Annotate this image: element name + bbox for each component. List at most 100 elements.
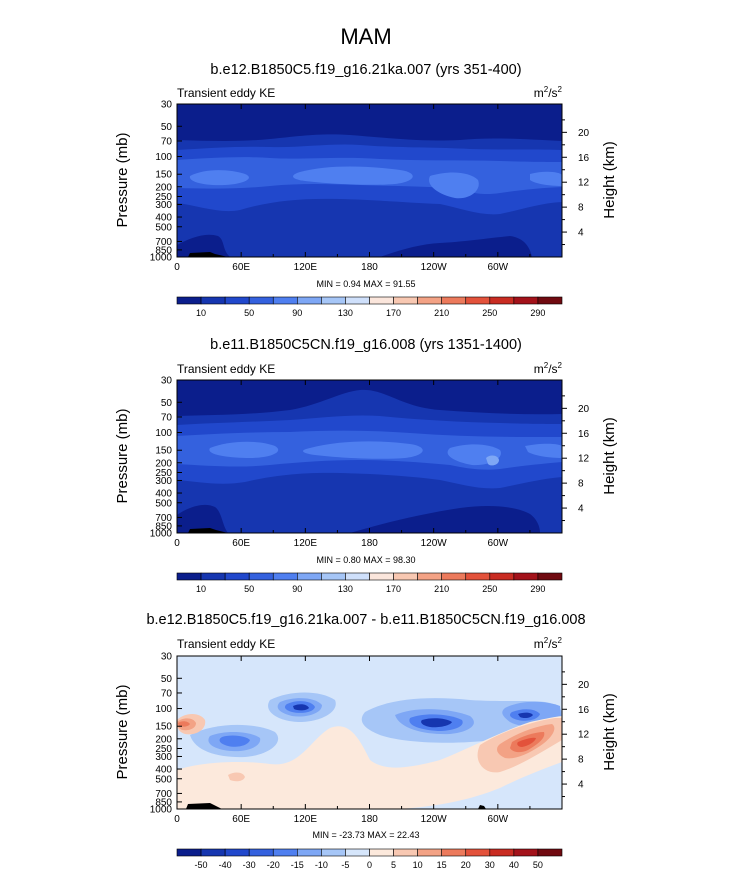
height-tick-label: 16 (578, 705, 590, 716)
panel-1-contour-field (177, 104, 562, 257)
colorbar-label: 90 (292, 308, 302, 318)
units-mid: /s (548, 362, 557, 376)
panel-1-subtitle: Transient eddy KE (177, 86, 275, 100)
colorbar-swatch (465, 296, 491, 305)
topography (188, 528, 228, 533)
y-tick-label: 200 (155, 734, 172, 745)
y-tick-label: 150 (155, 446, 172, 457)
colorbar-label: -10 (315, 860, 328, 870)
x-tick-label: 60W (488, 538, 509, 549)
y-tick-label: 70 (161, 688, 173, 699)
colorbar-swatch (272, 572, 298, 581)
height-tick-label: 20 (578, 680, 590, 691)
x-tick-label: 120E (294, 814, 318, 825)
units-base: m (534, 86, 544, 100)
colorbar-swatch (489, 572, 515, 581)
units-sup-2: 2 (558, 85, 563, 94)
contour-negative (219, 735, 250, 747)
colorbar-label: -50 (195, 860, 208, 870)
contour-negative (293, 704, 309, 711)
panel-1-title: b.e12.B1850C5.f19_g16.21ka.007 (yrs 351-… (210, 62, 521, 78)
colorbar-swatch (272, 848, 298, 857)
panel-3-ylabel: Pressure (mb) (114, 684, 131, 779)
y-tick-label: 250 (155, 192, 172, 203)
colorbar-swatch (417, 572, 442, 581)
contour-stratosphere-low (177, 380, 562, 416)
colorbar-swatch (297, 848, 322, 857)
units-base: m (534, 362, 544, 376)
x-tick-label: 0 (174, 262, 180, 273)
topography (186, 803, 222, 809)
y-tick-label: 700 (155, 513, 172, 524)
units-sup-1: 2 (544, 361, 549, 370)
colorbar-swatch (224, 848, 250, 857)
colorbar-swatch (176, 572, 202, 581)
colorbar-label: 30 (485, 860, 495, 870)
units-sup-2: 2 (558, 361, 563, 370)
colorbar-swatch (297, 572, 322, 581)
x-tick-label: 60W (488, 814, 509, 825)
colorbar-swatch (441, 572, 467, 581)
contour-negative (421, 718, 452, 728)
y-tick-label: 30 (161, 376, 173, 387)
colorbar-label: 290 (530, 584, 545, 594)
y-tick-label: 400 (155, 765, 172, 776)
units-sup-1: 2 (544, 85, 549, 94)
colorbar-swatch (248, 848, 274, 857)
contour-jet-core (209, 441, 279, 458)
contour-jet-core (530, 171, 562, 186)
colorbar-label: 10 (196, 584, 206, 594)
x-tick-label: 120E (294, 262, 318, 273)
colorbar-swatch (248, 296, 274, 305)
y-tick-label: 250 (155, 468, 172, 479)
colorbar-label: -30 (243, 860, 256, 870)
x-tick-label: 60E (232, 538, 250, 549)
units-base: m (534, 637, 544, 651)
units-sup-2: 2 (558, 636, 563, 645)
colorbar-swatch (465, 848, 491, 857)
y-tick-label: 30 (161, 100, 173, 111)
x-tick-label: 60E (232, 814, 250, 825)
colorbar-swatch (441, 848, 467, 857)
colorbar-label: 90 (292, 584, 302, 594)
height-tick-label: 4 (578, 504, 584, 515)
colorbar-swatch (513, 296, 539, 305)
x-tick-label: 0 (174, 538, 180, 549)
panel-1: b.e12.B1850C5.f19_g16.21ka.007 (yrs 351-… (114, 62, 618, 318)
colorbar-swatch (369, 848, 394, 857)
height-tick-label: 12 (578, 730, 590, 741)
units-mid: /s (548, 637, 557, 651)
y-tick-label: 150 (155, 722, 172, 733)
colorbar-swatch (321, 296, 346, 305)
colorbar-swatch (200, 296, 226, 305)
colorbar-label: 15 (437, 860, 447, 870)
panel-3: b.e12.B1850C5.f19_g16.21ka.007 - b.e11.B… (114, 612, 618, 870)
contour-surface-low (177, 504, 228, 533)
x-tick-label: 0 (174, 814, 180, 825)
y-tick-label: 200 (155, 458, 172, 469)
panel-2-title: b.e11.B1850C5CN.f19_g16.008 (yrs 1351-14… (210, 337, 522, 353)
y-tick-label: 100 (155, 704, 172, 715)
colorbar-swatch (176, 296, 202, 305)
panel-2-ylabel-right: Height (km) (601, 417, 618, 495)
colorbar-label: 10 (196, 308, 206, 318)
y-tick-label: 700 (155, 789, 172, 800)
panel-2: b.e11.B1850C5CN.f19_g16.008 (yrs 1351-14… (114, 337, 618, 594)
panel-3-title: b.e12.B1850C5.f19_g16.21ka.007 - b.e11.B… (146, 612, 585, 628)
contour-stratosphere-low (177, 104, 562, 141)
contour-jet-core (189, 170, 249, 186)
y-tick-label: 200 (155, 182, 172, 193)
panel-2-minmax: MIN = 0.80 MAX = 98.30 (316, 555, 415, 565)
colorbar-swatch (176, 848, 202, 857)
x-tick-label: 180 (361, 538, 378, 549)
colorbar-swatch (489, 848, 515, 857)
y-tick-label: 850 (155, 245, 172, 256)
colorbar-label: 290 (530, 308, 545, 318)
y-tick-label: 1000 (150, 253, 173, 264)
x-tick-label: 60E (232, 262, 250, 273)
main-title: MAM (340, 24, 391, 49)
panel-3-colorbar: -50 -40 -30 -20 -15 -10 -5 0 5 10 15 20 30 40 50 (176, 848, 563, 870)
colorbar-swatch (345, 296, 370, 305)
colorbar-label: 50 (533, 860, 543, 870)
